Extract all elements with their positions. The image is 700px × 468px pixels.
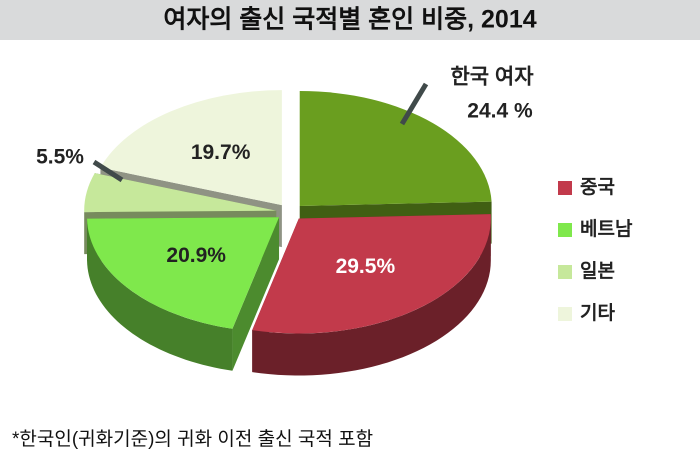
legend-swatch (558, 223, 572, 237)
category-label: 한국 여자 (450, 66, 534, 89)
legend-label: 중국 (580, 177, 615, 198)
value-label: 24.4 % (467, 100, 533, 123)
legend-label: 기타 (580, 302, 615, 324)
leader-line (399, 82, 429, 126)
legend-swatch (558, 181, 572, 195)
value-label: 5.5% (36, 146, 84, 169)
value-label: 19.7% (191, 141, 251, 164)
legend-swatch (558, 265, 572, 279)
legend-label: 베트남 (580, 218, 633, 240)
leader-line (92, 159, 124, 183)
title-band (0, 0, 700, 40)
slice-side (87, 218, 233, 371)
slice-side (252, 218, 491, 376)
value-label: 20.9% (166, 244, 226, 267)
slice (252, 214, 491, 334)
slice (100, 90, 282, 206)
value-label: 29.5% (336, 255, 396, 278)
slice (299, 90, 492, 206)
legend-swatch (558, 307, 572, 321)
footnote: *한국인(귀화기준)의 귀화 이전 출신 국적 포함 (12, 428, 373, 450)
legend-label: 일본 (580, 260, 615, 282)
slice (84, 173, 277, 213)
chart-title: 여자의 출신 국적별 혼인 비중, 2014 (163, 6, 536, 34)
slice (87, 217, 280, 329)
